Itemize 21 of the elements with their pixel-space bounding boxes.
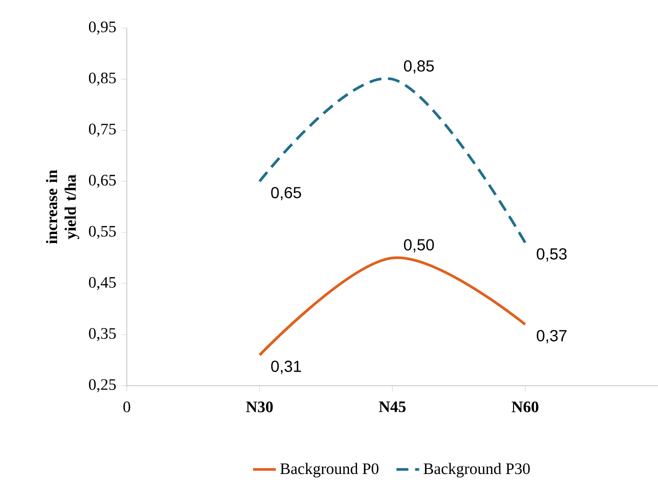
x-tick-label: 0 bbox=[123, 401, 130, 412]
data-label: 0,50 bbox=[404, 238, 434, 252]
y-tick-label: 0,95 bbox=[88, 21, 116, 34]
y-tick-label: 0,75 bbox=[88, 123, 116, 137]
y-axis-title: increase in yield t/ha bbox=[46, 170, 80, 244]
y-tick-label: 0,85 bbox=[88, 72, 116, 86]
x-tick-label: N45 bbox=[378, 401, 406, 412]
y-tick-label: 0,55 bbox=[88, 226, 116, 239]
y-tick-label: 0,65 bbox=[88, 174, 116, 188]
y-tick-label: 0,45 bbox=[88, 276, 116, 290]
data-label: 0,65 bbox=[271, 186, 302, 200]
data-label: 0,31 bbox=[271, 360, 301, 374]
legend-label: Background P30 bbox=[424, 462, 530, 478]
data-label: 0,53 bbox=[536, 248, 567, 262]
y-tick-label: 0,35 bbox=[88, 328, 116, 341]
data-label: 0,37 bbox=[536, 330, 566, 344]
x-tick-label: N60 bbox=[512, 401, 538, 412]
data-label: 0,85 bbox=[404, 60, 434, 74]
x-tick-label: N30 bbox=[246, 401, 273, 412]
legend-label: Background P0 bbox=[280, 462, 378, 478]
y-tick-label: 0,25 bbox=[88, 378, 116, 392]
